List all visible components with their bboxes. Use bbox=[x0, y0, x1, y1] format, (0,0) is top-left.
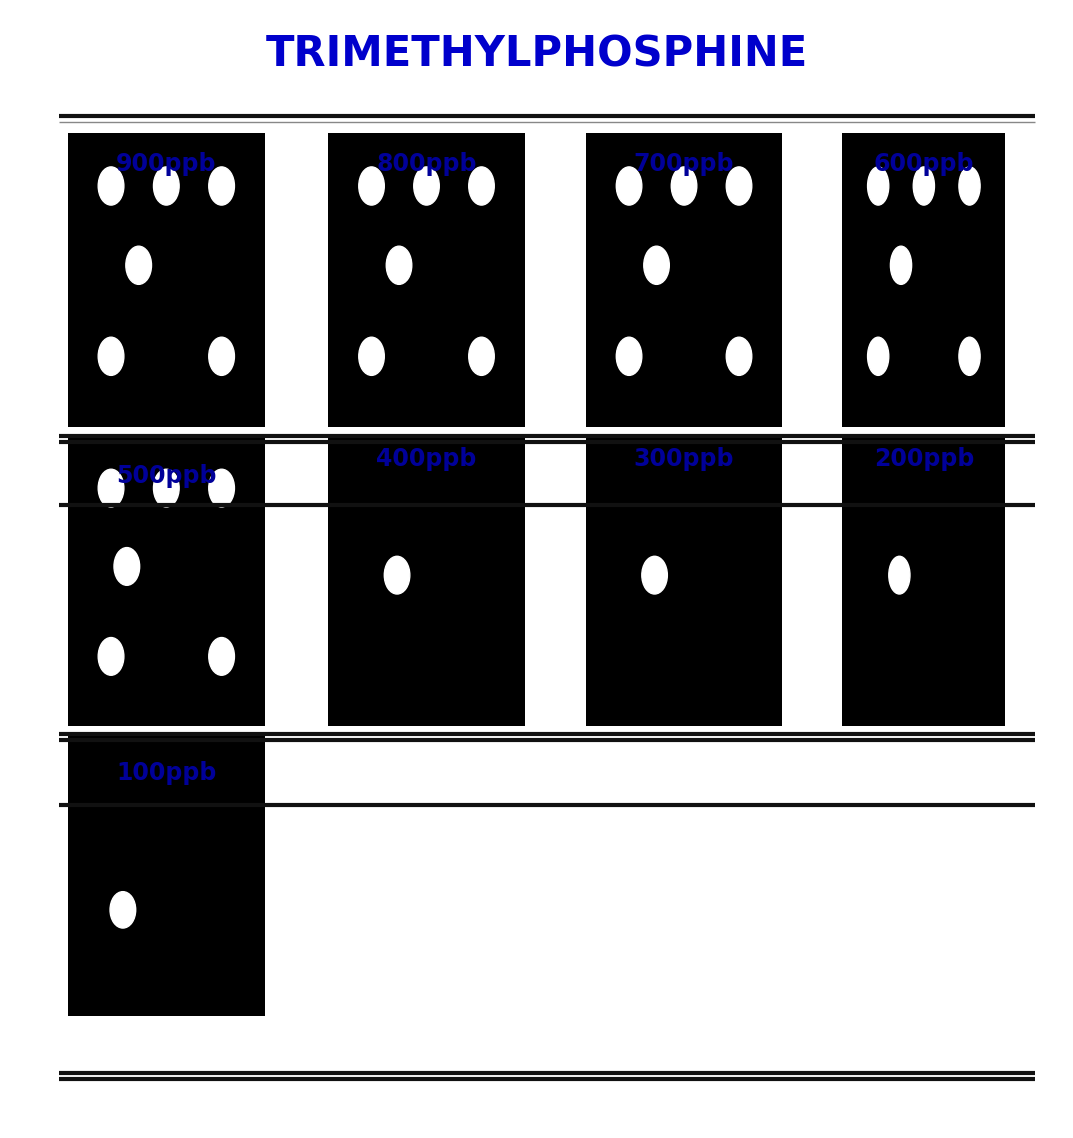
Circle shape bbox=[888, 556, 910, 594]
Circle shape bbox=[358, 337, 384, 376]
Text: 500ppb: 500ppb bbox=[116, 463, 217, 488]
Circle shape bbox=[726, 167, 752, 205]
Circle shape bbox=[209, 469, 234, 506]
Text: TRIMETHYLPHOSPHINE: TRIMETHYLPHOSPHINE bbox=[265, 34, 808, 75]
Circle shape bbox=[891, 246, 912, 284]
Circle shape bbox=[868, 337, 888, 376]
Text: 600ppb: 600ppb bbox=[873, 151, 974, 176]
Circle shape bbox=[153, 167, 179, 205]
Circle shape bbox=[959, 167, 980, 205]
Circle shape bbox=[726, 337, 752, 376]
Text: 800ppb: 800ppb bbox=[377, 151, 476, 176]
Circle shape bbox=[99, 637, 123, 675]
Circle shape bbox=[616, 337, 642, 376]
Text: 700ppb: 700ppb bbox=[634, 151, 734, 176]
Circle shape bbox=[959, 337, 980, 376]
Circle shape bbox=[386, 246, 412, 284]
Circle shape bbox=[114, 547, 139, 585]
Text: 900ppb: 900ppb bbox=[116, 151, 217, 176]
Circle shape bbox=[642, 556, 667, 594]
Circle shape bbox=[99, 469, 123, 506]
Circle shape bbox=[469, 337, 495, 376]
Circle shape bbox=[868, 167, 888, 205]
Text: 400ppb: 400ppb bbox=[377, 446, 476, 471]
Circle shape bbox=[414, 167, 439, 205]
Circle shape bbox=[111, 892, 135, 929]
Text: 200ppb: 200ppb bbox=[873, 446, 974, 471]
Circle shape bbox=[672, 167, 696, 205]
Circle shape bbox=[384, 556, 410, 594]
Circle shape bbox=[469, 167, 495, 205]
Circle shape bbox=[209, 637, 234, 675]
Circle shape bbox=[99, 167, 123, 205]
Circle shape bbox=[358, 167, 384, 205]
Circle shape bbox=[153, 469, 179, 506]
Circle shape bbox=[99, 337, 123, 376]
Text: 300ppb: 300ppb bbox=[634, 446, 734, 471]
Circle shape bbox=[209, 167, 234, 205]
Text: 100ppb: 100ppb bbox=[116, 760, 217, 785]
Circle shape bbox=[616, 167, 642, 205]
Circle shape bbox=[126, 246, 151, 284]
Circle shape bbox=[913, 167, 935, 205]
Circle shape bbox=[644, 246, 670, 284]
Circle shape bbox=[209, 337, 234, 376]
